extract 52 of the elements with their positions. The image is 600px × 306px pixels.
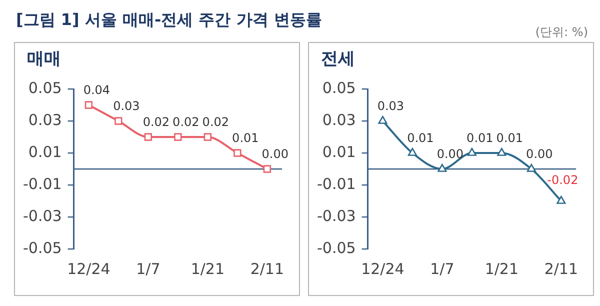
data-label: 0.02 (202, 115, 230, 130)
data-label: 0.01 (496, 131, 524, 146)
y-tick-label: -0.01 (317, 174, 356, 193)
y-tick-label: -0.01 (23, 174, 62, 193)
data-label: 0.00 (526, 147, 553, 162)
x-tick-label: 1/7 (430, 260, 454, 278)
y-tick-label: -0.03 (23, 206, 62, 225)
y-tick-label: -0.05 (317, 238, 356, 257)
x-tick-label: 12/24 (361, 260, 404, 278)
y-tick-label: 0.05 (322, 78, 356, 97)
x-tick-label: 1/7 (136, 260, 160, 278)
data-label: -0.02 (547, 173, 578, 188)
point (263, 165, 271, 173)
text: [그림 1] 서울 매매-전세 주간 가격 변동률 (16, 10, 322, 31)
point (556, 196, 566, 204)
point (144, 133, 152, 141)
point (84, 101, 93, 109)
point (467, 148, 476, 156)
data-label: 0.00 (436, 147, 464, 162)
x-tick-label: 1/21 (484, 260, 519, 278)
chart-title: 전세 (321, 48, 355, 70)
y-tick-label: -0.05 (23, 238, 62, 257)
y-tick-label: -0.03 (317, 206, 356, 225)
data-label: 0.01 (466, 131, 494, 146)
data-label: 0.04 (83, 83, 110, 98)
y-tick-label: 0.01 (322, 142, 356, 161)
point (526, 164, 536, 172)
data-label: 0.02 (172, 115, 200, 130)
point (204, 133, 212, 141)
point (174, 133, 182, 141)
y-tick-label: 0.03 (28, 110, 62, 129)
data-label: 0.02 (142, 115, 170, 130)
data-label: 0.00 (262, 147, 289, 162)
x-tick-label: 2/11 (544, 260, 578, 278)
text: (단위: %) (535, 24, 588, 41)
point (378, 116, 388, 124)
chart-title: 매매 (27, 48, 61, 70)
data-label: 0.01 (407, 131, 434, 146)
point (438, 164, 447, 172)
data-label: 0.03 (377, 99, 404, 114)
point (234, 149, 242, 157)
x-tick-label: 1/21 (190, 260, 225, 278)
x-tick-label: 2/11 (250, 260, 284, 278)
y-tick-label: 0.05 (28, 78, 62, 97)
data-label: 0.01 (232, 131, 259, 146)
y-tick-label: 0.03 (322, 110, 356, 129)
x-tick-label: 12/24 (67, 260, 110, 278)
data-label: 0.03 (113, 99, 140, 114)
point (114, 117, 122, 125)
point (408, 148, 417, 156)
y-tick-label: 0.01 (28, 142, 62, 161)
point (497, 148, 506, 156)
